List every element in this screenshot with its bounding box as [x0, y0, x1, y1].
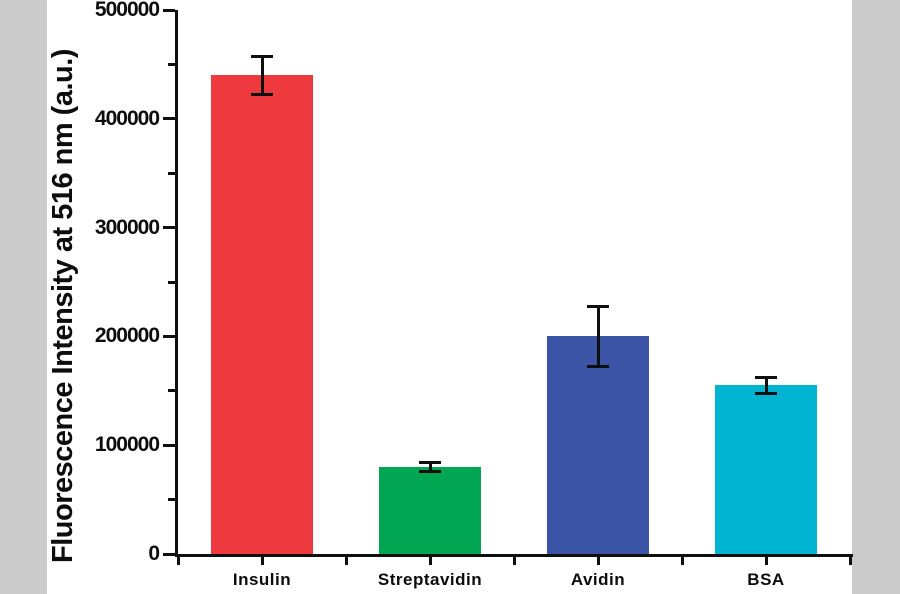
x-boundary-tick	[176, 557, 180, 565]
y-axis-title: Fluorescence Intensity at 516 nm (a.u.)	[47, 9, 85, 594]
x-center-tick	[764, 557, 768, 565]
error-bar-streptavidin	[428, 461, 432, 473]
y-major-tick	[163, 552, 175, 556]
x-boundary-tick	[848, 557, 852, 565]
error-bar-cap-bottom-avidin	[587, 364, 609, 368]
error-bar-cap-bottom-streptavidin	[419, 470, 441, 474]
y-tick-label: 200000	[94, 324, 160, 348]
y-tick-label: 500000	[94, 0, 160, 21]
error-bar-cap-top-insulin	[251, 54, 273, 58]
error-bar-cap-top-bsa	[755, 375, 777, 379]
y-minor-tick	[168, 389, 175, 393]
error-bar-bsa	[764, 376, 768, 395]
x-boundary-tick	[344, 557, 348, 565]
error-bar-avidin	[596, 305, 600, 367]
y-minor-tick	[168, 280, 175, 284]
x-boundary-tick	[680, 557, 684, 565]
y-major-tick	[163, 117, 175, 121]
x-category-label-insulin: Insulin	[232, 570, 292, 589]
y-tick-label: 400000	[94, 106, 160, 130]
y-tick-label: 0	[148, 542, 160, 565]
y-minor-tick	[168, 62, 175, 66]
bar-avidin	[547, 336, 649, 554]
x-axis-line	[175, 554, 853, 557]
x-boundary-tick	[512, 557, 516, 565]
y-axis-line	[175, 10, 178, 557]
y-minor-tick	[168, 498, 175, 502]
y-major-tick	[163, 8, 175, 12]
x-center-tick	[260, 557, 264, 565]
y-major-tick	[163, 443, 175, 447]
y-major-tick	[163, 226, 175, 230]
x-category-label-bsa: BSA	[747, 570, 785, 589]
y-major-tick	[163, 334, 175, 338]
error-bar-cap-top-streptavidin	[419, 460, 441, 464]
bar-streptavidin	[379, 466, 481, 554]
error-bar-cap-bottom-insulin	[251, 92, 273, 96]
x-category-label-avidin: Avidin	[570, 570, 626, 589]
x-center-tick	[428, 557, 432, 565]
error-bar-cap-top-avidin	[587, 304, 609, 308]
x-center-tick	[596, 557, 600, 565]
bar-bsa	[715, 385, 817, 554]
y-tick-label: 300000	[94, 215, 160, 239]
x-category-label-streptavidin: Streptavidin	[377, 570, 483, 589]
y-minor-tick	[168, 171, 175, 175]
y-tick-label: 100000	[94, 433, 160, 457]
error-bar-insulin	[260, 55, 264, 95]
error-bar-cap-bottom-bsa	[755, 392, 777, 396]
bar-insulin	[211, 75, 313, 554]
